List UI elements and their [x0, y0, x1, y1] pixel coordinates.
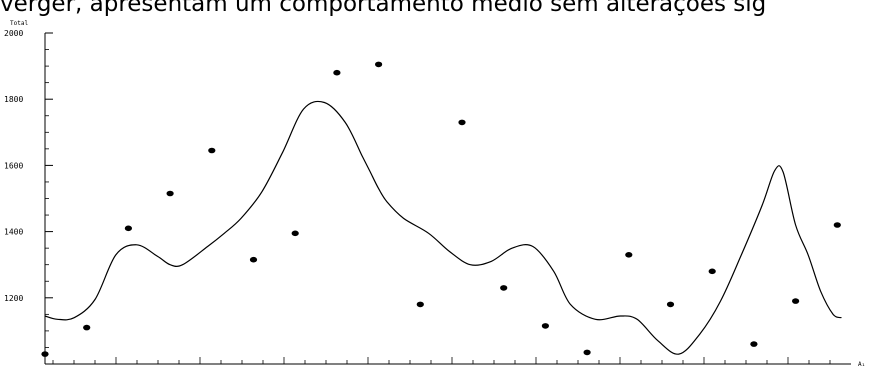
- data-point: [83, 324, 91, 331]
- y-axis-title: Total: [10, 20, 28, 27]
- data-point: [833, 222, 841, 228]
- y-tick-label: 1400: [4, 228, 23, 237]
- caption-text: verger, apresentam um comportamento médi…: [0, 0, 767, 17]
- data-point: [291, 230, 299, 237]
- data-point: [500, 285, 508, 291]
- data-point: [541, 323, 550, 329]
- data-point: [458, 119, 466, 126]
- data-point: [750, 341, 758, 347]
- y-tick-label: 1800: [4, 95, 23, 104]
- data-point: [166, 190, 174, 197]
- data-point: [792, 298, 800, 304]
- data-point: [41, 351, 49, 357]
- data-point: [625, 252, 633, 258]
- data-point: [666, 301, 675, 308]
- data-point: [208, 147, 216, 154]
- x-axis-title: A₁: [858, 361, 865, 367]
- data-point: [124, 225, 132, 232]
- data-point: [333, 69, 341, 76]
- data-point: [416, 301, 424, 308]
- y-minor-ticks: [45, 49, 49, 348]
- y-tick-label: 1600: [4, 161, 23, 170]
- data-point: [583, 349, 591, 356]
- y-ticks: 2000 1800 1600 1400 1200: [4, 29, 53, 303]
- y-tick-label: 1200: [4, 294, 23, 303]
- data-point: [249, 256, 258, 263]
- data-point: [375, 61, 383, 68]
- smooth-trend-line: [44, 100, 842, 355]
- data-points: [41, 61, 841, 357]
- y-tick-label: 2000: [4, 29, 23, 38]
- x-minor-ticks: [52, 357, 831, 364]
- data-point: [708, 268, 716, 275]
